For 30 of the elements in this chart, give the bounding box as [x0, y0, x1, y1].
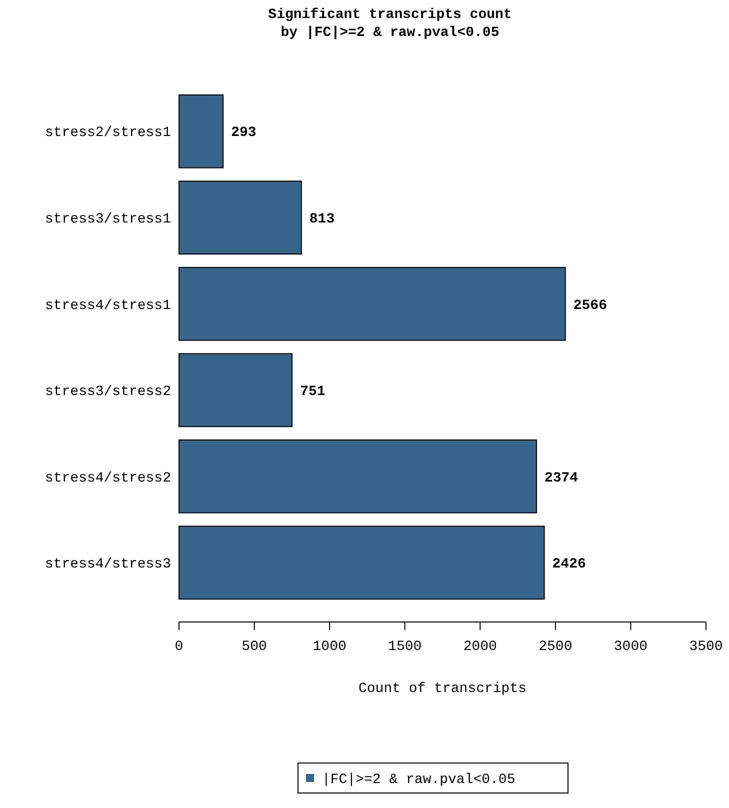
x-tick-label: 3500	[689, 639, 723, 655]
data-label: 751	[300, 384, 326, 400]
bar	[178, 526, 545, 600]
bar	[178, 94, 224, 168]
y-tick-label: stress3/stress1	[44, 212, 171, 228]
y-tick-label: stress4/stress1	[44, 298, 171, 314]
x-tick-label: 2000	[463, 639, 497, 655]
y-tick-label: stress2/stress1	[44, 125, 171, 142]
chart-subtitle: by |FC|>=2 & raw.pval<0.05	[280, 25, 500, 41]
x-axis-title: Count of transcripts	[358, 681, 527, 697]
y-tick-label: stress4/stress3	[44, 556, 171, 573]
chart-title: Significant transcripts count	[268, 7, 512, 23]
bar	[178, 266, 566, 341]
data-label: 293	[231, 125, 256, 142]
x-tick-label: 3000	[614, 639, 648, 655]
x-tick-label: 2500	[538, 639, 572, 655]
data-label: 813	[309, 212, 335, 228]
bar	[178, 439, 537, 514]
y-tick-label: stress4/stress2	[44, 470, 171, 486]
x-tick-label: 0	[174, 639, 184, 655]
data-label: 2374	[544, 470, 578, 486]
bar	[178, 353, 293, 428]
y-tick-label: stress3/stress2	[44, 384, 171, 400]
x-tick-label: 1500	[388, 639, 422, 655]
x-tick-label: 1000	[312, 639, 346, 655]
data-label: 2566	[573, 298, 607, 314]
x-tick-label: 500	[242, 639, 267, 655]
data-label: 2426	[552, 556, 586, 573]
legend-label: |FC|>=2 & raw.pval<0.05	[322, 772, 516, 788]
bar	[178, 180, 302, 255]
